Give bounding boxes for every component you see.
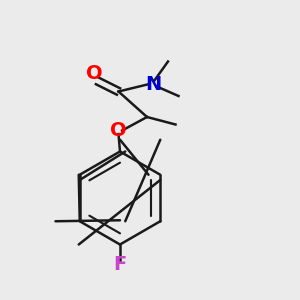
Text: N: N: [145, 74, 161, 94]
Text: O: O: [86, 64, 103, 83]
Text: F: F: [113, 254, 127, 274]
Text: O: O: [110, 121, 127, 140]
